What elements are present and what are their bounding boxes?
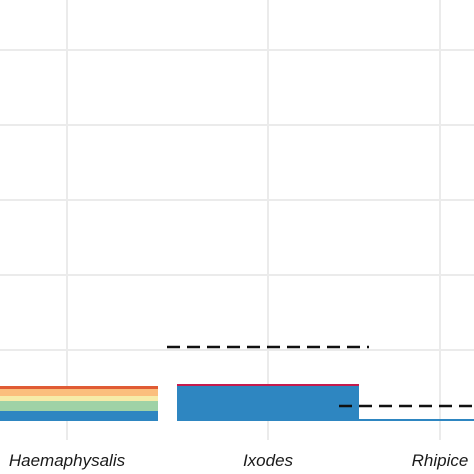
x-tick-label-rhipice: Rhipice xyxy=(412,451,469,470)
x-tick-label-ixodes: Ixodes xyxy=(243,451,294,470)
bar-segment-haemaphysalis-3 xyxy=(0,389,158,396)
bar-segment-ixodes-0 xyxy=(177,386,359,421)
bar-segment-haemaphysalis-2 xyxy=(0,396,158,401)
bar-segment-haemaphysalis-1 xyxy=(0,401,158,411)
bar-segment-ixodes-5 xyxy=(177,384,359,386)
bars xyxy=(0,384,474,421)
x-tick-labels: Haemaphysalis Ixodes Rhipice xyxy=(9,451,468,470)
x-tick-label-haemaphysalis: Haemaphysalis xyxy=(9,451,126,470)
bar-segment-rhipice-0 xyxy=(349,419,474,421)
bar-segment-haemaphysalis-4 xyxy=(0,386,158,389)
reference-lines xyxy=(167,345,474,408)
gridlines xyxy=(0,0,474,440)
bar-segment-haemaphysalis-0 xyxy=(0,411,158,421)
